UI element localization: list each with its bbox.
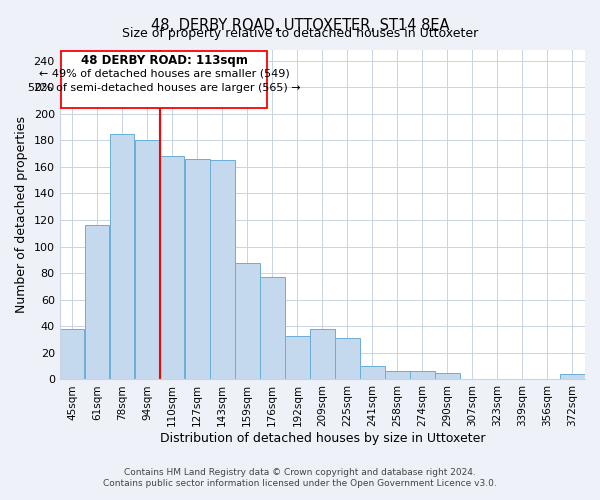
Bar [235,262,260,380]
Bar [185,159,209,380]
X-axis label: Distribution of detached houses by size in Uttoxeter: Distribution of detached houses by size … [160,432,485,445]
Bar [560,374,585,380]
Text: 50% of semi-detached houses are larger (565) →: 50% of semi-detached houses are larger (… [28,83,301,93]
Bar [110,134,134,380]
Text: 48 DERBY ROAD: 113sqm: 48 DERBY ROAD: 113sqm [80,54,248,67]
Text: ← 49% of detached houses are smaller (549): ← 49% of detached houses are smaller (54… [39,68,289,78]
Bar [160,156,184,380]
Bar [310,329,335,380]
Y-axis label: Number of detached properties: Number of detached properties [15,116,28,313]
FancyBboxPatch shape [61,52,267,108]
Bar [360,366,385,380]
Bar [135,140,160,380]
Bar [410,372,434,380]
Bar [435,373,460,380]
Bar [385,372,410,380]
Bar [260,277,284,380]
Bar [210,160,235,380]
Text: Size of property relative to detached houses in Uttoxeter: Size of property relative to detached ho… [122,28,478,40]
Text: Contains HM Land Registry data © Crown copyright and database right 2024.
Contai: Contains HM Land Registry data © Crown c… [103,468,497,487]
Bar [85,226,109,380]
Bar [335,338,359,380]
Text: 48, DERBY ROAD, UTTOXETER, ST14 8EA: 48, DERBY ROAD, UTTOXETER, ST14 8EA [151,18,449,32]
Bar [60,329,85,380]
Bar [285,336,310,380]
